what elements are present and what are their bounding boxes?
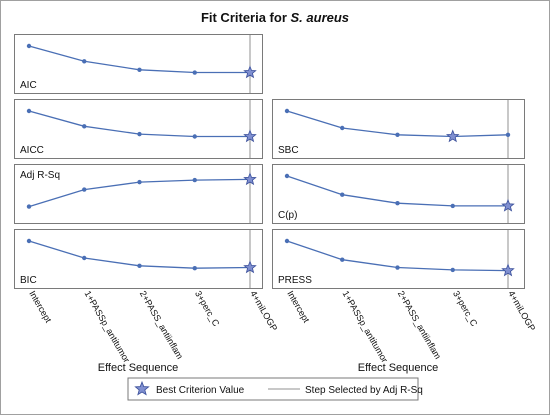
legend-line-label: Step Selected by Adj R-Sq [305,385,423,396]
data-point [192,177,197,183]
data-point [284,238,290,244]
panel-border [14,229,263,289]
data-point [192,70,197,75]
data-point [284,108,290,114]
panel-bic: BIC [14,229,263,289]
data-point [137,131,142,137]
panel-border [14,34,263,94]
legend-star-shape [134,380,150,396]
panel-label: Adj R-Sq [20,170,60,181]
panel-c-p: C(p) [272,164,525,224]
data-point [82,124,87,129]
best-criterion-star [243,65,257,79]
panel-label: AIC [20,80,37,91]
panel-label: PRESS [278,275,312,286]
title-italic: S. aureus [291,10,350,25]
best-criterion-star [243,172,257,186]
data-point [505,132,511,137]
data-point [137,67,142,73]
best-criterion-star [501,263,515,277]
data-point [395,132,400,137]
panel-adj-r-sq: Adj R-Sq [14,164,263,224]
panel-label: SBC [278,145,299,156]
panels-group: AIC AICC Adj R-Sq BIC SBC C(p) PRESS [14,34,525,289]
legend-star-icon [134,380,150,396]
panel-sbc: SBC [272,99,525,159]
panel-label: AICC [20,145,44,156]
panel-label: BIC [20,275,37,286]
data-point [137,179,142,185]
panel-border [14,99,263,159]
x-axis-label-left: Effect Sequence [98,362,179,374]
data-point [82,59,87,64]
panel-label: C(p) [278,210,297,221]
panel-border [272,164,525,224]
panel-press: PRESS [272,229,525,289]
best-criterion-star [243,260,257,274]
panel-border [272,99,525,159]
panel-aic: AIC [14,34,263,94]
data-point [395,265,400,270]
title-prefix: Fit Criteria for [201,10,291,25]
data-point [82,187,87,192]
data-point [82,255,87,261]
best-criterion-star [243,129,257,143]
best-criterion-star [501,198,515,212]
data-point [192,134,197,139]
data-point [26,204,32,209]
data-point [26,238,32,244]
data-point [450,203,455,209]
x-axis-label-right: Effect Sequence [358,362,439,374]
best-criterion-star [445,129,460,143]
data-point [192,266,197,271]
data-point [284,173,290,179]
data-point [340,125,345,131]
panel-aicc: AICC [14,99,263,159]
data-point [137,263,142,269]
data-point [450,267,455,273]
legend-star-label: Best Criterion Value [156,385,245,396]
data-point [395,201,400,206]
panel-border [14,164,263,224]
data-point [340,257,345,262]
data-point [340,192,345,197]
figure-title: Fit Criteria for S. aureus [201,10,349,25]
data-point [26,43,32,49]
data-point [26,108,32,114]
panel-border [272,229,525,289]
legend: Best Criterion Value Step Selected by Ad… [127,377,423,401]
